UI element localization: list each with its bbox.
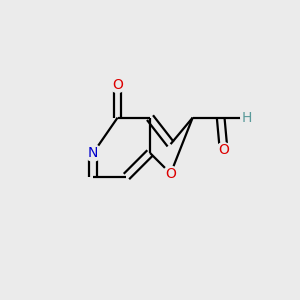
Text: O: O bbox=[218, 143, 229, 157]
Circle shape bbox=[241, 111, 254, 124]
Circle shape bbox=[163, 166, 178, 181]
Text: O: O bbox=[165, 167, 176, 181]
Text: O: O bbox=[112, 78, 123, 92]
Circle shape bbox=[85, 145, 101, 161]
Circle shape bbox=[110, 78, 125, 93]
Text: N: N bbox=[88, 146, 98, 160]
Text: H: H bbox=[242, 111, 252, 124]
Circle shape bbox=[216, 142, 231, 158]
